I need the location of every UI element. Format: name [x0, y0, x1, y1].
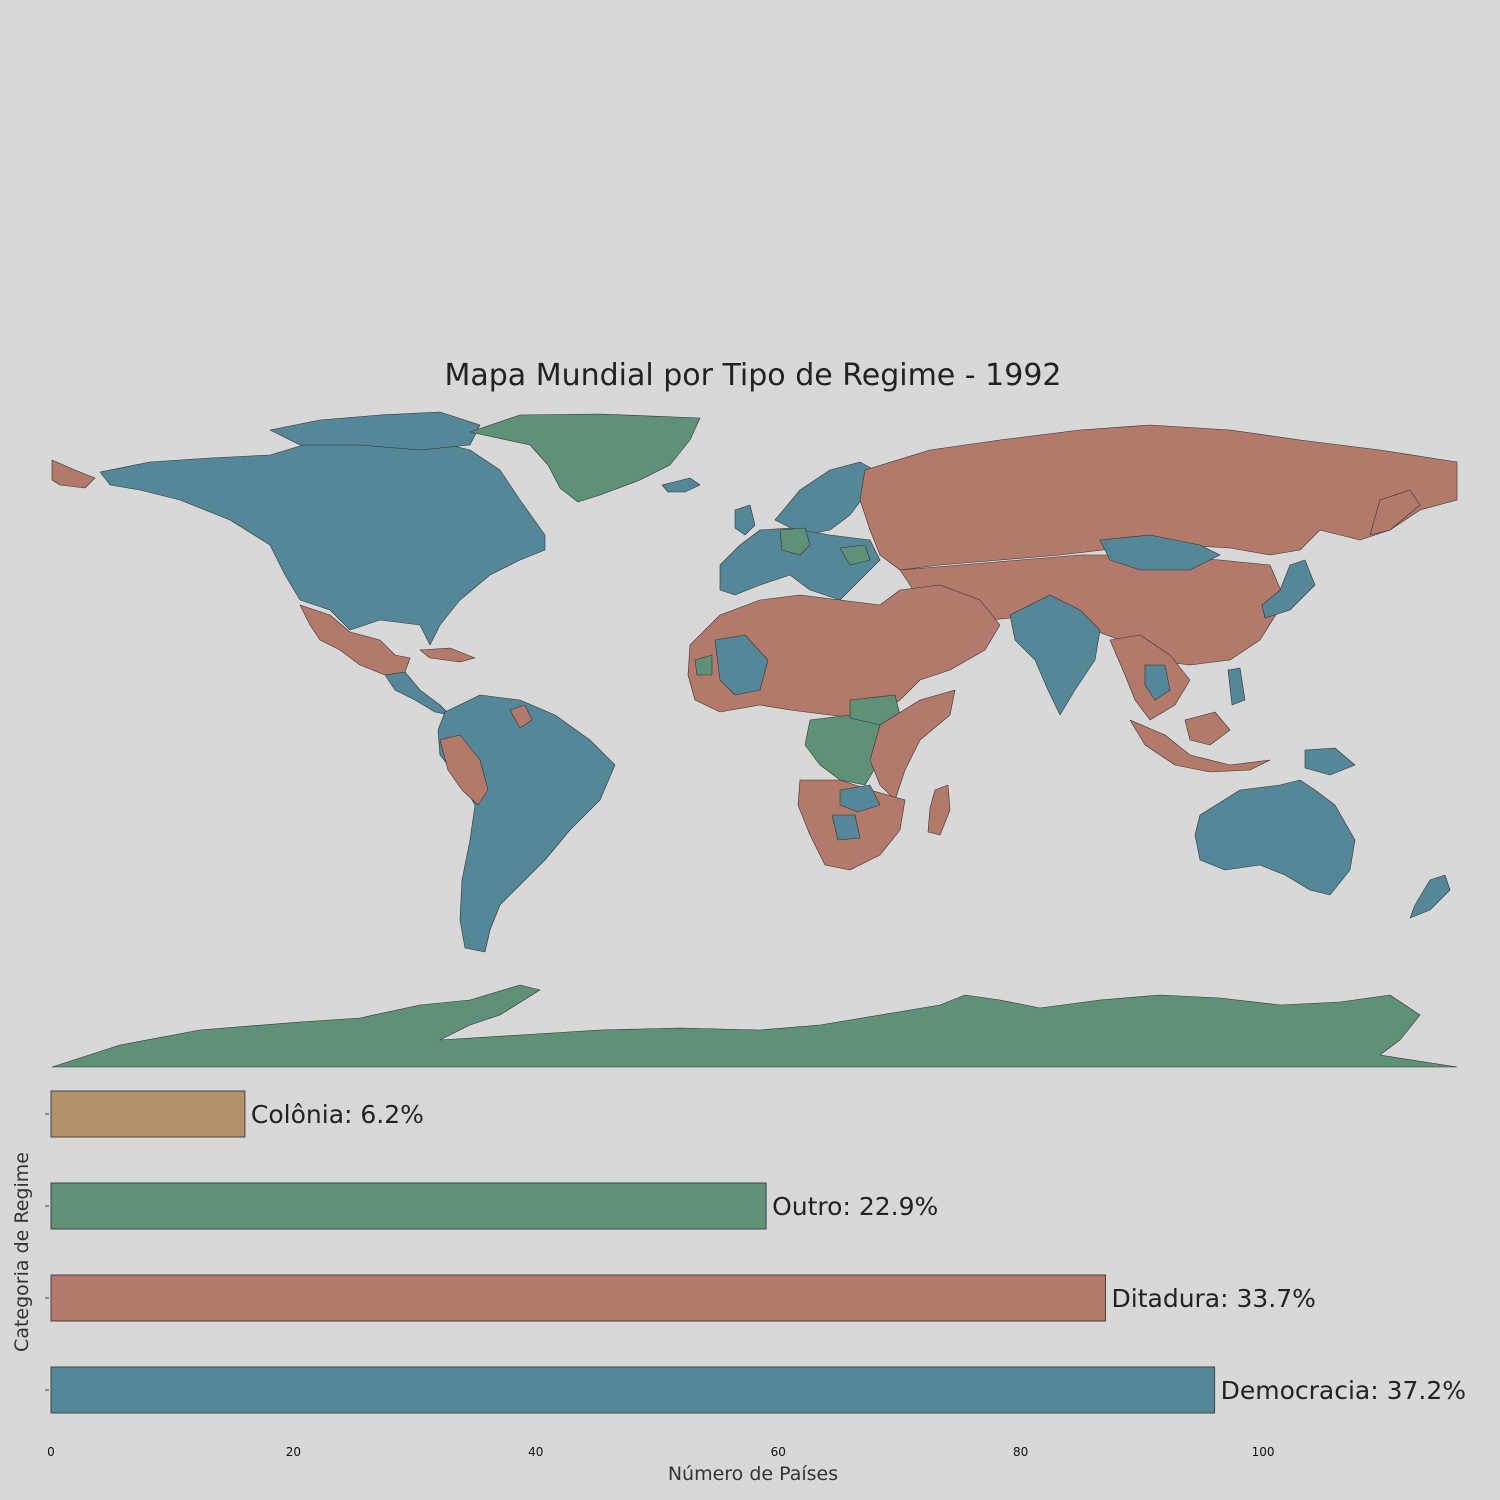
- map-region-zambia: [839, 784, 881, 813]
- map-region-greenland: [469, 413, 701, 503]
- y-axis-title: Categoria de Regime: [11, 1152, 33, 1352]
- map-region-guyana: [509, 704, 533, 729]
- bar-outro: [50, 1182, 767, 1230]
- page-title: Mapa Mundial por Tipo de Regime - 1992: [444, 358, 1062, 393]
- map-region-mongolia: [1099, 534, 1221, 571]
- bar-ditadura: [50, 1274, 1106, 1322]
- map-region-east-africa: [869, 689, 956, 801]
- x-tick-label: 40: [528, 1445, 543, 1459]
- map-region-germany: [779, 527, 811, 556]
- x-tick-label: 0: [47, 1445, 55, 1459]
- bar-colonia: [50, 1090, 246, 1138]
- map-region-botswana: [831, 814, 861, 841]
- bar-democracia: [50, 1366, 1216, 1414]
- map-region-indonesia: [1129, 719, 1271, 773]
- map-region-british-isles: [734, 504, 756, 536]
- map-region-western-europe: [719, 527, 881, 601]
- bar-label-ditadura: Ditadura: 33.7%: [1112, 1284, 1316, 1313]
- bar-label-outro: Outro: 22.9%: [772, 1192, 938, 1221]
- map-region-peru: [439, 734, 489, 806]
- map-region-borneo: [1184, 711, 1231, 746]
- map-region-papua-new-guinea: [1304, 747, 1356, 776]
- map-region-philippines: [1227, 667, 1246, 706]
- x-tick-label: 80: [1013, 1445, 1028, 1459]
- map-region-iceland: [661, 477, 701, 493]
- y-ticks: [45, 1113, 49, 1391]
- map-region-arctic-islands: [269, 411, 481, 451]
- map-region-russia: [859, 424, 1458, 571]
- map-region-antarctica: [51, 984, 1458, 1068]
- map-region-chukotka: [51, 459, 96, 489]
- x-tick-label: 100: [1252, 1445, 1275, 1459]
- x-tick-label: 20: [286, 1445, 301, 1459]
- map-region-japan: [1261, 559, 1316, 619]
- map-region-cuba: [419, 647, 476, 663]
- x-axis-ticks: 0 20 40 60 80 100: [47, 1445, 1274, 1459]
- x-axis-title: Número de Países: [668, 1463, 838, 1485]
- map-region-madagascar: [927, 784, 951, 836]
- map-region-thailand: [1144, 664, 1171, 701]
- bar-label-democracia: Democracia: 37.2%: [1221, 1376, 1466, 1405]
- map-region-kamchatka: [1369, 489, 1421, 536]
- map-region-romania: [839, 544, 871, 566]
- map-region-north-africa-middle-east: [687, 584, 1001, 721]
- map-region-mali: [714, 634, 769, 696]
- map-region-new-zealand: [1409, 874, 1451, 919]
- bar-label-colonia: Colônia: 6.2%: [251, 1100, 424, 1129]
- map-region-australia: [1194, 779, 1356, 896]
- map-region-india: [1009, 594, 1101, 716]
- map-region-western-sahara: [694, 654, 713, 676]
- x-tick-label: 60: [771, 1445, 786, 1459]
- bar-group: Colônia: 6.2% Outro: 22.9% Ditadura: 33.7%…: [50, 1090, 1466, 1414]
